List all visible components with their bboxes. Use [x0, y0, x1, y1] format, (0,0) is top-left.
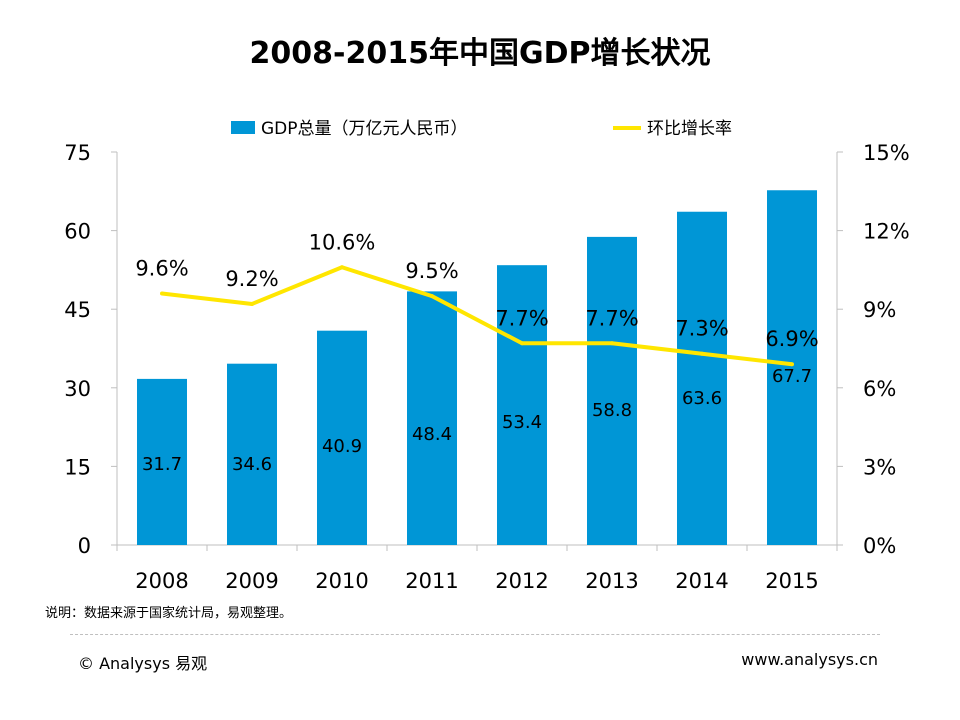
bar-value-label: 63.6	[682, 388, 722, 409]
growth-rate-point	[700, 351, 704, 356]
bar-value-label: 31.7	[142, 454, 182, 475]
line-value-label: 10.6%	[309, 230, 376, 254]
bar-gdp	[497, 265, 547, 545]
y-right-tick-label: 0%	[863, 534, 896, 558]
growth-rate-point	[430, 294, 434, 299]
growth-rate-point	[610, 341, 614, 346]
y-right-tick-label: 12%	[863, 220, 910, 244]
x-tick-label: 2014	[675, 569, 728, 593]
bar-gdp	[407, 291, 457, 545]
line-value-label: 9.2%	[225, 267, 278, 291]
line-value-label: 9.6%	[135, 256, 188, 280]
x-tick-label: 2010	[315, 569, 368, 593]
chart-title: 2008-2015年中国GDP增长状况	[249, 36, 711, 71]
x-tick-label: 2013	[585, 569, 638, 593]
y-left-tick-label: 0	[78, 534, 91, 558]
x-tick-label: 2011	[405, 569, 458, 593]
combo-chart: GDP总量（万亿元人民币） 环比增长率 0 0% 15 3% 30 6% 45 9% 60 12% 7…	[64, 119, 909, 593]
bar-series	[137, 190, 817, 545]
line-value-label: 7.7%	[585, 306, 638, 330]
y-left-tick-label: 30	[64, 377, 91, 401]
bar-value-label: 34.6	[232, 454, 272, 475]
bar-gdp	[767, 190, 817, 545]
growth-rate-point	[250, 301, 254, 306]
bar-value-label: 40.9	[322, 436, 362, 457]
line-series	[160, 265, 794, 367]
y-right-tick-label: 15%	[863, 141, 910, 165]
line-value-label: 7.3%	[675, 317, 728, 341]
x-tick-label: 2009	[225, 569, 278, 593]
y-right-tick-label: 3%	[863, 455, 896, 479]
legend-label-growth: 环比增长率	[647, 119, 732, 139]
axes: 0 0% 15 3% 30 6% 45 9% 60 12% 75 15% 2008 2009 2010 201…	[64, 141, 909, 593]
bar-gdp	[317, 330, 367, 545]
growth-rate-point	[790, 362, 794, 367]
bar-gdp	[587, 236, 637, 545]
bar-value-label: 53.4	[502, 412, 542, 433]
bar-value-label: 67.7	[772, 366, 812, 387]
source-note: 说明：数据来源于国家统计局，易观整理。	[45, 606, 293, 621]
bar-gdp	[227, 363, 277, 545]
bar-gdp	[677, 211, 727, 545]
line-value-label: 9.5%	[405, 259, 458, 283]
legend-label-gdp: GDP总量（万亿元人民币）	[261, 119, 468, 139]
x-tick-label: 2015	[765, 569, 818, 593]
x-tick-label: 2012	[495, 569, 548, 593]
bar-value-label: 58.8	[592, 400, 632, 421]
y-left-tick-label: 45	[64, 298, 91, 322]
growth-rate-point	[520, 341, 524, 346]
website-link[interactable]: www.analysys.cn	[741, 650, 878, 669]
x-tick-label: 2008	[135, 569, 188, 593]
y-left-tick-label: 75	[64, 141, 91, 165]
y-right-tick-label: 9%	[863, 298, 896, 322]
footer-divider	[70, 634, 880, 635]
bar-value-label: 48.4	[412, 424, 452, 445]
line-value-label: 6.9%	[765, 327, 818, 351]
y-left-tick-label: 60	[64, 220, 91, 244]
line-value-label: 7.7%	[495, 306, 548, 330]
bar-gdp	[137, 378, 187, 545]
growth-rate-point	[340, 265, 344, 270]
y-left-tick-label: 15	[64, 455, 91, 479]
y-right-tick-label: 6%	[863, 377, 896, 401]
growth-rate-line	[161, 265, 793, 367]
legend-swatch-gdp	[231, 121, 255, 134]
copyright-text: © Analysys 易观	[78, 654, 208, 673]
legend: GDP总量（万亿元人民币） 环比增长率	[231, 119, 732, 139]
data-labels: 31.7 34.6 40.9 48.4 53.4 58.8 63.6 67.7 9.6% 9.2%…	[135, 230, 818, 475]
growth-rate-point	[160, 291, 164, 296]
